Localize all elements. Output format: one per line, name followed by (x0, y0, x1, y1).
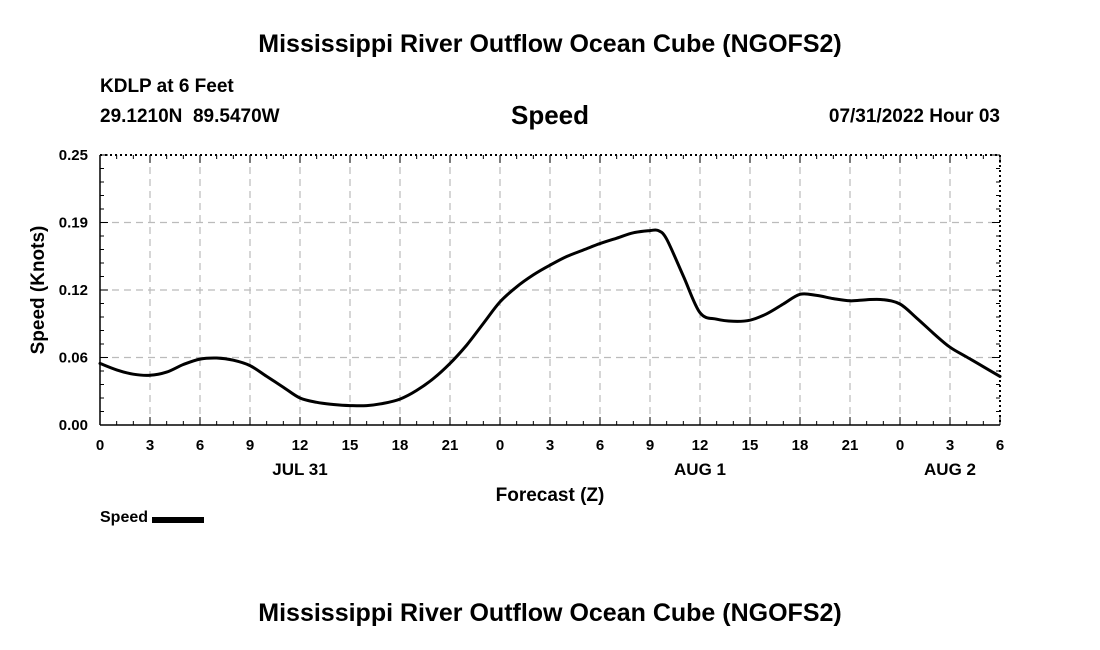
footer-title: Mississippi River Outflow Ocean Cube (NG… (258, 599, 842, 627)
date-label: JUL 31 (272, 460, 327, 479)
legend-swatch (152, 516, 205, 523)
page-title: Mississippi River Outflow Ocean Cube (NG… (258, 30, 842, 58)
x-tick-label: 3 (546, 437, 554, 454)
x-tick-label: 0 (896, 437, 904, 454)
y-tick-label: 0.06 (59, 350, 88, 367)
x-tick-label: 21 (842, 437, 859, 454)
axes (99, 154, 1001, 426)
series-layer (98, 228, 1002, 408)
x-tick-label: 3 (146, 437, 154, 454)
date-label: AUG 2 (924, 460, 976, 479)
x-tick-label: 18 (792, 437, 809, 454)
x-tick-label: 21 (442, 437, 459, 454)
date-label: AUG 1 (674, 460, 726, 479)
x-tick-label: 15 (742, 437, 759, 454)
x-tick-label: 6 (196, 437, 204, 454)
x-tick-label: 6 (996, 437, 1004, 454)
coordinates-label: 29.1210N 89.5470W (100, 106, 280, 127)
x-tick-label: 18 (392, 437, 409, 454)
grid-lines (100, 155, 1000, 425)
x-tick-label: 12 (692, 437, 709, 454)
x-tick-label: 6 (596, 437, 604, 454)
x-tick-label: 9 (246, 437, 254, 454)
y-tick-label: 0.25 (59, 147, 88, 164)
axis-labels: 0 3 6 9 12 15 18 21 0 3 6 9 12 15 18 21 0 3 6 JUL 31 AUG 1 AU… (28, 147, 1004, 506)
x-axis-title: Forecast (Z) (496, 485, 605, 506)
y-axis-title: Speed (Knots) (28, 226, 49, 355)
x-tick-label: 3 (946, 437, 954, 454)
x-tick-label: 12 (292, 437, 309, 454)
station-label: KDLP at 6 Feet (100, 76, 234, 97)
chart-title: Speed (510, 100, 590, 130)
x-tick-label: 0 (496, 437, 504, 454)
y-tick-label: 0.00 (59, 417, 88, 434)
legend-label: Speed (100, 509, 149, 526)
legend: Speed (100, 509, 205, 527)
y-tick-label: 0.12 (59, 282, 88, 299)
x-tick-label: 15 (342, 437, 359, 454)
datetime-label: 07/31/2022 Hour 03 (828, 106, 1000, 127)
x-tick-label: 9 (646, 437, 654, 454)
y-tick-label: 0.19 (59, 215, 88, 232)
series-line-speed (98, 228, 1002, 408)
x-tick-label: 0 (96, 437, 104, 454)
